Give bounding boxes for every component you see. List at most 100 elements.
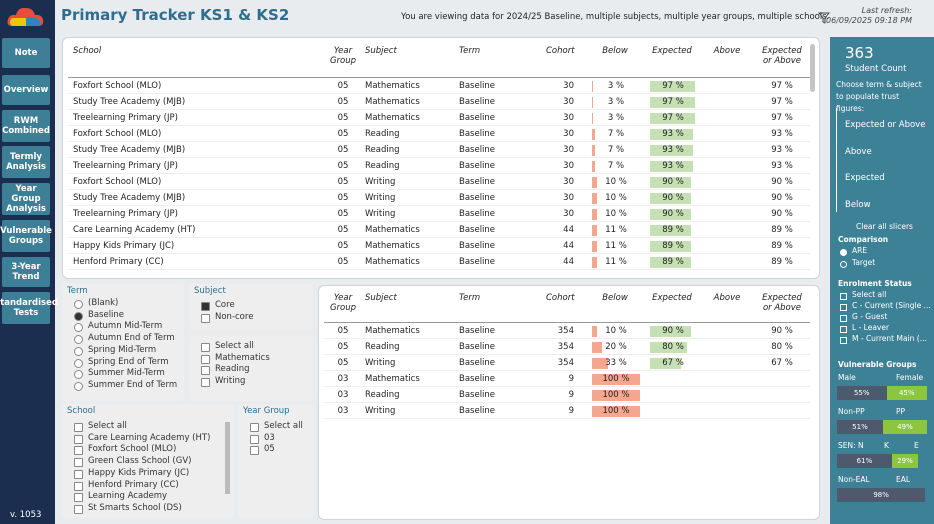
- nav-button[interactable]: 3-Year Trend: [2, 257, 50, 287]
- checkbox[interactable]: [840, 304, 847, 311]
- slicer-option[interactable]: Summer Mid-Term: [88, 368, 165, 379]
- nav-button[interactable]: Vulnerable Groups: [0, 220, 52, 252]
- radio[interactable]: [74, 300, 83, 309]
- checkbox-label[interactable]: C - Current (Single ...: [852, 301, 931, 310]
- checkbox-label[interactable]: Select all: [852, 290, 887, 299]
- nav-button[interactable]: Termly Analysis: [2, 146, 50, 178]
- column-header: Cohort: [546, 293, 575, 303]
- scrollbar[interactable]: [225, 422, 230, 494]
- below-bar: [592, 406, 640, 417]
- checkbox[interactable]: [74, 481, 83, 491]
- radio[interactable]: [840, 249, 847, 256]
- expected-bar: [650, 225, 691, 236]
- checkbox[interactable]: [74, 434, 83, 444]
- measure-button[interactable]: Below: [845, 199, 871, 210]
- checkbox[interactable]: [74, 458, 83, 468]
- slicer-option[interactable]: Non-core: [215, 311, 254, 322]
- cell: Happy Kids Primary (JC): [73, 241, 175, 251]
- slicer-option[interactable]: 03: [264, 432, 275, 443]
- measure-button[interactable]: Expected or Above: [845, 120, 926, 130]
- nav-button[interactable]: Overview: [2, 75, 50, 105]
- radio[interactable]: [74, 311, 83, 321]
- scrollbar[interactable]: [810, 44, 815, 92]
- checkbox[interactable]: [74, 446, 83, 456]
- radio[interactable]: [74, 370, 83, 380]
- checkbox[interactable]: [840, 337, 847, 344]
- cell: 67 %: [771, 358, 793, 368]
- measure-button[interactable]: Expected: [845, 173, 885, 183]
- slicer-option[interactable]: 05: [264, 444, 275, 455]
- slicer-option[interactable]: Green Class School (GV): [88, 456, 192, 467]
- column-header: School: [73, 46, 102, 56]
- checkbox[interactable]: [74, 423, 83, 432]
- nav-button[interactable]: Standardised Tests: [0, 292, 58, 324]
- slicer-option[interactable]: Reading: [215, 364, 250, 375]
- slicer-option[interactable]: Foxfort School (MLO): [88, 444, 177, 455]
- slicer-option[interactable]: Select all: [88, 421, 127, 431]
- checkbox[interactable]: [840, 293, 847, 300]
- cell: Writing: [365, 406, 396, 416]
- slicer-option[interactable]: Autumn End of Term: [88, 333, 175, 344]
- radio[interactable]: [840, 261, 847, 268]
- slicer-option[interactable]: Happy Kids Primary (JC): [88, 467, 190, 478]
- nav-button[interactable]: Note: [2, 38, 50, 68]
- slicer-option[interactable]: Henford Primary (CC): [88, 479, 179, 490]
- radio-label[interactable]: Target: [852, 258, 876, 267]
- cell: 93 %: [771, 145, 793, 155]
- radio[interactable]: [74, 335, 83, 345]
- slicer-option[interactable]: St Smarts School (DS): [88, 502, 182, 513]
- checkbox[interactable]: [201, 343, 210, 352]
- slicer-option[interactable]: Select all: [264, 421, 303, 431]
- checkbox[interactable]: [250, 434, 259, 444]
- cell: Baseline: [459, 225, 496, 235]
- slicer-option[interactable]: Spring End of Term: [88, 356, 169, 367]
- slicer-option[interactable]: Learning Academy: [88, 491, 168, 502]
- checkbox[interactable]: [840, 326, 847, 333]
- cell: 80 %: [771, 342, 793, 352]
- radio[interactable]: [74, 323, 83, 333]
- slicer-option[interactable]: Select all: [215, 341, 254, 351]
- cell: Study Tree Academy (MJB): [73, 145, 186, 155]
- slicer-option[interactable]: Summer End of Term: [88, 379, 178, 390]
- radio-label[interactable]: ARE: [852, 246, 868, 255]
- slicer-option[interactable]: (Blank): [88, 298, 119, 308]
- checkbox-label[interactable]: M - Current Main (...: [852, 334, 927, 343]
- checkbox[interactable]: [201, 378, 210, 388]
- checkbox[interactable]: [201, 354, 210, 364]
- slicer-option[interactable]: Mathematics: [215, 352, 270, 363]
- slicer-option[interactable]: Autumn Mid-Term: [88, 321, 163, 332]
- column-header: Term: [459, 293, 481, 303]
- group-label: E: [914, 441, 919, 450]
- nav-button[interactable]: RWM Combined: [2, 110, 50, 142]
- slicer-option[interactable]: Writing: [215, 376, 246, 387]
- checkbox[interactable]: [250, 446, 259, 456]
- radio[interactable]: [74, 346, 83, 356]
- checkbox[interactable]: [250, 423, 259, 432]
- measure-button[interactable]: Above: [845, 146, 872, 157]
- checkbox[interactable]: [201, 366, 210, 376]
- checkbox[interactable]: [840, 315, 847, 322]
- checkbox[interactable]: [201, 313, 210, 323]
- cell: 354: [557, 358, 574, 368]
- cell: Baseline: [459, 390, 496, 400]
- checkbox-label[interactable]: G - Guest: [852, 312, 888, 321]
- checkbox[interactable]: [74, 504, 83, 514]
- nav-button[interactable]: Year Group Analysis: [2, 183, 50, 215]
- group-label: Female: [896, 373, 924, 382]
- radio[interactable]: [74, 381, 83, 391]
- clear-slicers[interactable]: Clear all slicers: [856, 222, 913, 231]
- radio[interactable]: [74, 358, 83, 368]
- checkbox-label[interactable]: L - Leaver: [852, 323, 890, 332]
- slicer-option[interactable]: Care Learning Academy (HT): [88, 432, 211, 443]
- slicer-option[interactable]: Core: [215, 300, 235, 310]
- checkbox[interactable]: [74, 469, 83, 479]
- group-value: 29%: [897, 457, 913, 465]
- slicer-option[interactable]: Spring Mid-Term: [88, 344, 157, 355]
- slicer-option[interactable]: Baseline: [88, 309, 125, 320]
- checkbox[interactable]: [201, 302, 210, 311]
- filter-icon[interactable]: [818, 12, 830, 24]
- slicer-title: Year Group: [243, 406, 290, 416]
- checkbox[interactable]: [74, 493, 83, 503]
- cell: Mathematics: [365, 113, 420, 123]
- cell: 11 %: [605, 241, 627, 251]
